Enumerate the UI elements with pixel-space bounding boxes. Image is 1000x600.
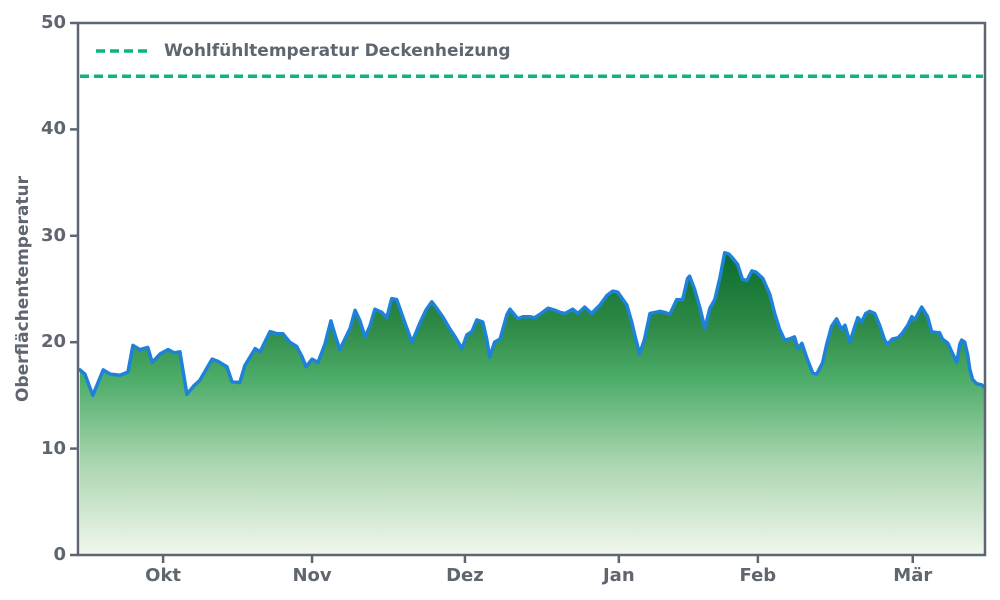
y-tick-label: 10 xyxy=(40,437,66,459)
legend-label: Wohlfühltemperatur Deckenheizung xyxy=(164,41,511,61)
axes-layer xyxy=(70,21,987,563)
x-tick-label: Jan xyxy=(602,565,635,586)
legend-dash-icon xyxy=(96,49,148,53)
y-tick-label: 40 xyxy=(40,118,66,140)
legend: Wohlfühltemperatur Deckenheizung xyxy=(95,41,511,61)
y-tick-label: 50 xyxy=(40,12,66,33)
x-tick-label: Feb xyxy=(739,565,777,586)
temperature-area xyxy=(80,252,985,556)
y-tick-label: 20 xyxy=(40,331,66,353)
x-tick-label: Mär xyxy=(893,565,933,586)
x-tick-label: Dez xyxy=(446,565,484,586)
temperature-line-layer xyxy=(78,251,987,398)
y-tick-label: 30 xyxy=(40,224,66,246)
temperature-line xyxy=(78,251,987,398)
x-tick-label: Nov xyxy=(292,565,332,586)
plot-border xyxy=(76,21,987,557)
y-tick-label: 0 xyxy=(53,544,66,565)
y-axis-label: Oberflächentemperatur xyxy=(13,176,33,402)
area-fill-layer xyxy=(80,252,985,556)
x-tick-label: Okt xyxy=(145,565,182,586)
